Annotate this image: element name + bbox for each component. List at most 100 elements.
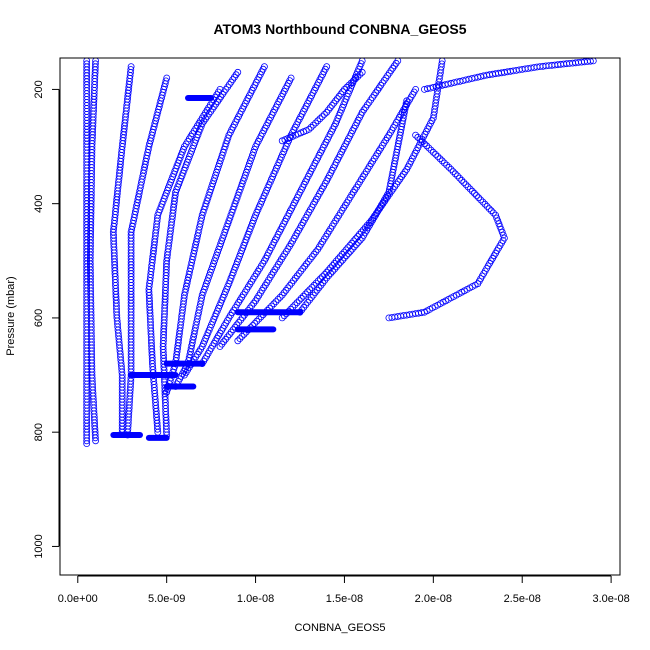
data-point [489,209,497,217]
data-point [347,79,355,87]
data-point [312,248,320,256]
data-point [418,138,426,145]
data-point [308,284,316,291]
data-point [326,104,334,112]
data-point [293,272,301,280]
data-point [339,256,346,264]
data-point [340,254,348,262]
data-point [297,294,305,302]
x-axis-label: CONBNA_GEOS5 [294,622,385,634]
data-point [324,106,332,114]
data-point [302,290,309,298]
x-tick-label: 0.0e+00 [58,593,98,605]
data-point [83,437,91,445]
data-point [436,155,444,163]
data-point [388,314,396,321]
data-point [224,333,231,341]
data-point [456,174,464,182]
data-point [349,77,357,85]
x-tick-label: 2.5e-08 [504,593,541,605]
data-point [438,157,446,165]
data-point [248,302,256,310]
data-point [253,317,261,325]
data-point [423,142,431,150]
data-point [309,291,317,299]
data-series [216,57,402,350]
data-point [268,302,276,310]
data-point [244,163,252,170]
data-point [358,234,366,242]
data-point [321,276,329,284]
data-point [354,73,362,80]
data-point [284,284,292,292]
data-series [198,57,366,368]
data-point [333,95,341,102]
y-tick-label: 400 [33,194,45,212]
data-point [344,250,352,257]
data-point [320,111,328,118]
data-point [250,299,258,307]
data-point [203,277,211,285]
data-point [270,300,278,308]
data-point [447,165,455,173]
data-point [337,258,344,266]
y-tick-label: 600 [33,309,45,327]
x-tick-label: 1.0e-08 [237,593,274,605]
data-point [252,143,260,150]
data-point [313,286,321,294]
data-point [209,263,216,270]
data-point [339,88,347,96]
data-point [293,299,301,307]
data-point [473,192,480,199]
data-point [216,343,224,350]
data-point [304,257,312,265]
data-point [385,314,393,322]
data-point [314,245,322,253]
data-point [310,250,318,258]
data-point [229,205,237,213]
data-point [276,293,284,301]
data-point [352,241,360,249]
data-point [291,274,299,282]
data-point [237,183,245,190]
data-point [481,200,489,208]
data-point [498,228,506,236]
data-series [420,57,597,93]
data-series [234,86,420,345]
data-point [307,123,315,131]
data-point [297,267,305,275]
data-point [304,288,312,296]
data-point [201,283,209,290]
data-point [280,289,288,297]
data-point [306,255,314,263]
data-point [342,252,350,260]
y-tick-label: 1000 [33,534,45,558]
y-tick-label: 800 [33,423,45,441]
data-point [295,297,303,304]
data-point [241,171,249,179]
data-series [180,63,331,379]
data-point [485,205,493,213]
x-tick-label: 1.5e-08 [326,593,363,605]
y-axis-label: Pressure (mbar) [5,276,17,355]
data-point [346,247,354,255]
data-point [220,231,228,239]
data-point [468,187,476,195]
data-point [427,146,435,154]
data-point [328,102,336,109]
data-point [295,269,303,277]
data-series [296,97,411,316]
data-point [414,133,422,141]
data-point [305,125,313,133]
data-point [308,253,316,261]
data-point [454,172,461,180]
data-point [303,260,310,268]
data-point [466,185,474,193]
data-point [316,115,324,123]
data-point [340,86,348,93]
data-point [154,425,161,433]
data-point [217,240,225,248]
data-point [243,165,251,173]
data-point [306,286,314,294]
